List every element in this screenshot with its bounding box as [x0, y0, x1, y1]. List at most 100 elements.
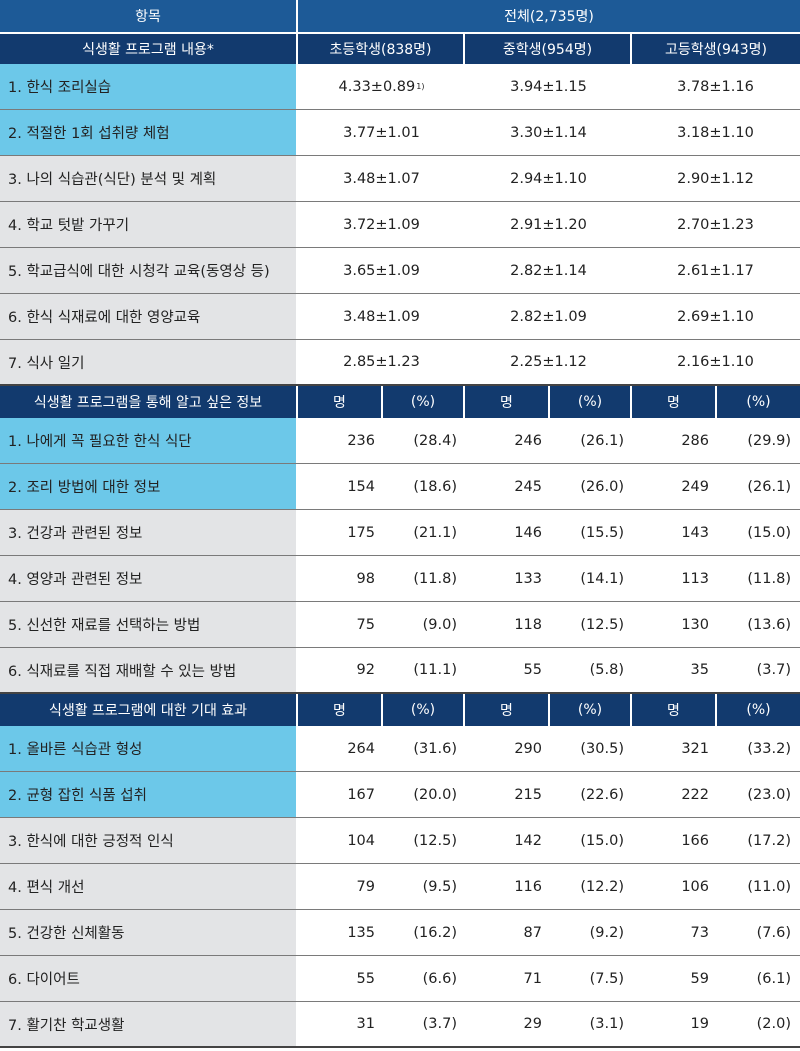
score-value: 2.61±1.17 [677, 262, 754, 279]
section3-title: 식생활 프로그램에 대한 기대 효과 [0, 694, 298, 726]
row-label: 5. 학교급식에 대한 시청각 교육(동영상 등) [0, 248, 298, 293]
percent-cell: (18.6) [413, 478, 457, 495]
col-percent: (%) [550, 694, 632, 726]
section1-body: 1. 한식 조리실습 4.33±0.89 1) 3.94±1.15 3.78±1.16 2… [0, 64, 800, 386]
percent-cell: (9.5) [422, 878, 457, 895]
table-row: 5. 신선한 재료를 선택하는 방법 75 (9.0) 118 (12.5) 130 (13… [0, 602, 800, 648]
count-cell: 79 [356, 878, 375, 895]
percent-cell: (16.2) [413, 924, 457, 941]
score-value: 3.18±1.10 [677, 124, 754, 141]
table-row: 2. 균형 잡힌 식품 섭취 167 (20.0) 215 (22.6) 222 (23.0… [0, 772, 800, 818]
percent-cell: (11.1) [413, 662, 457, 678]
score-value: 2.82±1.14 [510, 262, 587, 279]
count-cell: 321 [681, 740, 709, 757]
percent-cell: (26.1) [747, 478, 791, 495]
percent-cell: (9.2) [589, 924, 624, 941]
percent-cell: (5.8) [589, 662, 624, 678]
score-cell: 3.18±1.10 [632, 110, 799, 155]
count-cell: 154 [347, 478, 375, 495]
section2-header-row: 식생활 프로그램을 통해 알고 싶은 정보 명 (%) 명 (%) 명 (%) [0, 386, 800, 418]
col-count: 명 [632, 386, 717, 418]
percent-cell: (26.1) [580, 432, 624, 449]
percent-cell: (12.2) [580, 878, 624, 895]
table-row: 1. 나에게 꼭 필요한 한식 식단 236 (28.4) 246 (26.1) 286 (… [0, 418, 800, 464]
group-elementary: 초등학생(838명) [298, 34, 465, 64]
col-percent: (%) [717, 694, 800, 726]
percent-cell: (6.6) [422, 970, 457, 987]
table-row: 4. 학교 텃밭 가꾸기 3.72±1.09 2.91±1.20 2.70±1.23 [0, 202, 800, 248]
percent-cell: (21.1) [413, 524, 457, 541]
score-value: 3.65±1.09 [343, 262, 420, 279]
row-label: 1. 나에게 꼭 필요한 한식 식단 [0, 418, 298, 463]
score-cell: 2.16±1.10 [632, 340, 799, 384]
score-cell: 2.94±1.10 [465, 156, 632, 201]
count-cell: 167 [347, 786, 375, 803]
row-label: 3. 건강과 관련된 정보 [0, 510, 298, 555]
percent-cell: (31.6) [413, 740, 457, 757]
percent-cell: (3.7) [422, 1016, 457, 1032]
score-cell: 3.48±1.07 [298, 156, 465, 201]
percent-cell: (3.1) [589, 1016, 624, 1032]
row-label: 2. 조리 방법에 대한 정보 [0, 464, 298, 509]
score-cell: 2.90±1.12 [632, 156, 799, 201]
col-percent: (%) [383, 386, 465, 418]
table-row: 6. 식재료를 직접 재배할 수 있는 방법 92 (11.1) 55 (5.8) 35 (… [0, 648, 800, 694]
count-cell: 245 [514, 478, 542, 495]
score-value: 3.94±1.15 [510, 78, 587, 95]
percent-cell: (17.2) [747, 832, 791, 849]
count-cell: 59 [690, 970, 709, 987]
score-value: 3.30±1.14 [510, 124, 587, 141]
count-cell: 142 [514, 832, 542, 849]
score-value: 2.85±1.23 [343, 354, 420, 370]
count-cell: 215 [514, 786, 542, 803]
row-label: 3. 한식에 대한 긍정적 인식 [0, 818, 298, 863]
percent-cell: (9.0) [422, 616, 457, 633]
score-cell: 4.33±0.89 1) [298, 64, 465, 109]
table-row: 1. 한식 조리실습 4.33±0.89 1) 3.94±1.15 3.78±1.16 [0, 64, 800, 110]
row-label: 2. 적절한 1회 섭취량 체험 [0, 110, 298, 155]
score-cell: 2.69±1.10 [632, 294, 799, 339]
score-value: 2.69±1.10 [677, 308, 754, 325]
percent-cell: (20.0) [413, 786, 457, 803]
percent-cell: (11.0) [747, 878, 791, 895]
percent-cell: (14.1) [580, 570, 624, 587]
percent-cell: (15.0) [580, 832, 624, 849]
table-row: 3. 건강과 관련된 정보 175 (21.1) 146 (15.5) 143 (15.0) [0, 510, 800, 556]
percent-cell: (6.1) [756, 970, 791, 987]
header-row-top: 항목 전체(2,735명) [0, 0, 800, 32]
row-label: 1. 한식 조리실습 [0, 64, 298, 109]
count-cell: 73 [690, 924, 709, 941]
percent-cell: (30.5) [580, 740, 624, 757]
col-percent: (%) [383, 694, 465, 726]
count-cell: 286 [681, 432, 709, 449]
count-cell: 113 [681, 570, 709, 587]
count-cell: 290 [514, 740, 542, 757]
score-value: 2.16±1.10 [677, 354, 754, 370]
score-cell: 2.25±1.12 [465, 340, 632, 384]
row-label: 3. 나의 식습관(식단) 분석 및 계획 [0, 156, 298, 201]
table-row: 3. 한식에 대한 긍정적 인식 104 (12.5) 142 (15.0) 166 (17… [0, 818, 800, 864]
row-label: 4. 편식 개선 [0, 864, 298, 909]
row-label: 7. 식사 일기 [0, 340, 298, 384]
score-cell: 3.65±1.09 [298, 248, 465, 293]
count-cell: 104 [347, 832, 375, 849]
count-cell: 175 [347, 524, 375, 541]
section1-header-row: 식생활 프로그램 내용* 초등학생(838명) 중학생(954명) 고등학생(9… [0, 32, 800, 64]
count-cell: 92 [356, 662, 375, 678]
footnote-marker: 1) [416, 82, 425, 91]
score-value: 3.77±1.01 [343, 124, 420, 141]
count-cell: 75 [356, 616, 375, 633]
percent-cell: (12.5) [413, 832, 457, 849]
section3-header-row: 식생활 프로그램에 대한 기대 효과 명 (%) 명 (%) 명 (%) [0, 694, 800, 726]
section2-body: 1. 나에게 꼭 필요한 한식 식단 236 (28.4) 246 (26.1) 286 (… [0, 418, 800, 694]
col-count: 명 [465, 386, 550, 418]
row-label: 6. 식재료를 직접 재배할 수 있는 방법 [0, 648, 298, 692]
score-value: 2.82±1.09 [510, 308, 587, 325]
percent-cell: (28.4) [413, 432, 457, 449]
score-value: 3.72±1.09 [343, 216, 420, 233]
percent-cell: (2.0) [756, 1016, 791, 1032]
group-high: 고등학생(943명) [632, 34, 800, 64]
section2-title: 식생활 프로그램을 통해 알고 싶은 정보 [0, 386, 298, 418]
score-value: 2.25±1.12 [510, 354, 587, 370]
